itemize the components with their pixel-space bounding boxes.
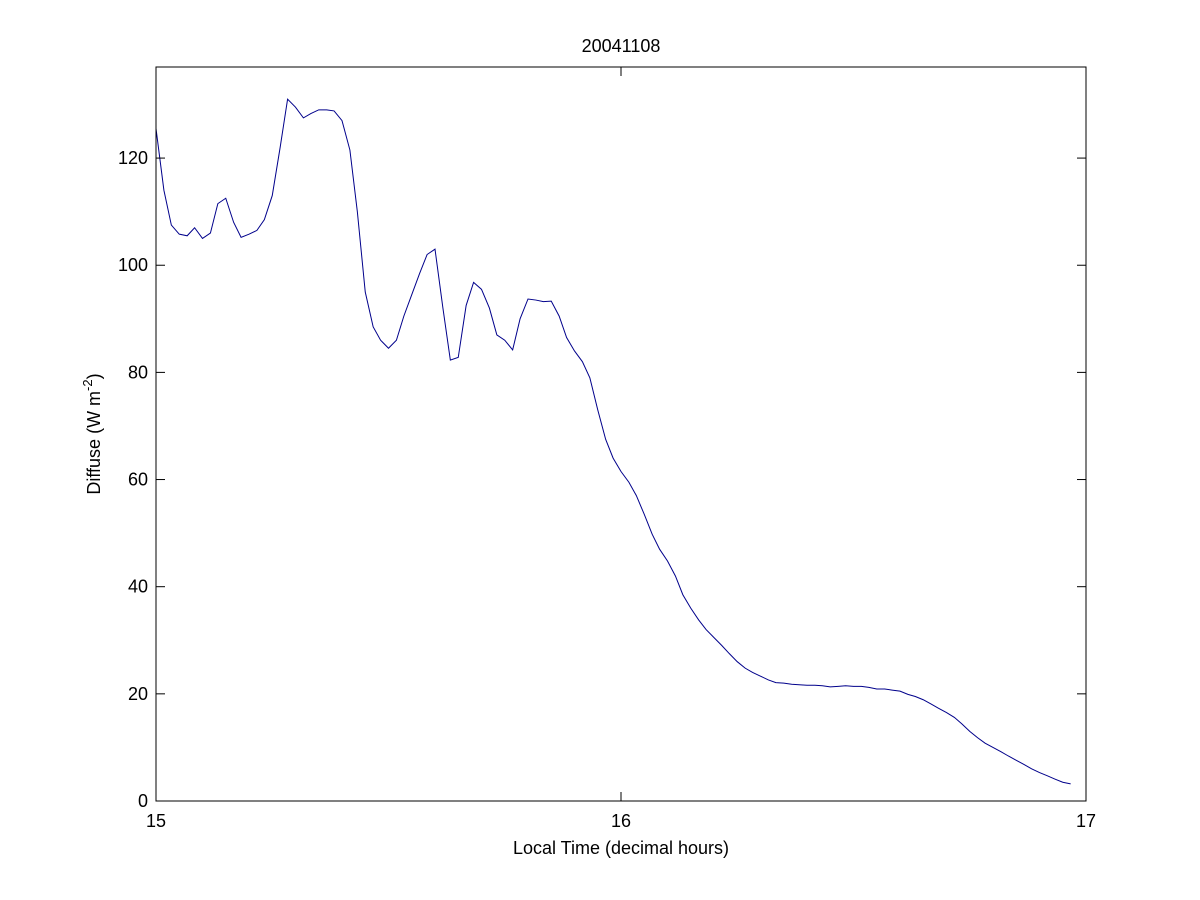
plot-area (156, 67, 1086, 801)
x-tick-label: 16 (611, 811, 631, 831)
y-axis-label-superscript: -2 (80, 379, 95, 391)
y-tick-labels: 0 20 40 60 80 100 120 (118, 148, 148, 811)
x-tick-label: 17 (1076, 811, 1096, 831)
y-axis-label-main: Diffuse (W m (84, 391, 104, 495)
tick-marks (155, 67, 1087, 802)
series-line (155, 98, 1071, 785)
y-axis-label-close: ) (84, 373, 104, 379)
y-tick-label: 80 (128, 362, 148, 382)
y-axis-label: Diffuse (W m-2) (80, 373, 104, 494)
y-tick-label: 120 (118, 148, 148, 168)
chart-title: 20041108 (582, 36, 661, 56)
y-tick-label: 40 (128, 577, 148, 597)
y-tick-label: 0 (138, 791, 148, 811)
y-tick-label: 100 (118, 255, 148, 275)
x-tick-labels: 15 16 17 (146, 811, 1096, 831)
y-tick-label: 20 (128, 684, 148, 704)
x-tick-label: 15 (146, 811, 166, 831)
y-tick-label: 60 (128, 470, 148, 490)
x-axis-label: Local Time (decimal hours) (513, 838, 729, 858)
